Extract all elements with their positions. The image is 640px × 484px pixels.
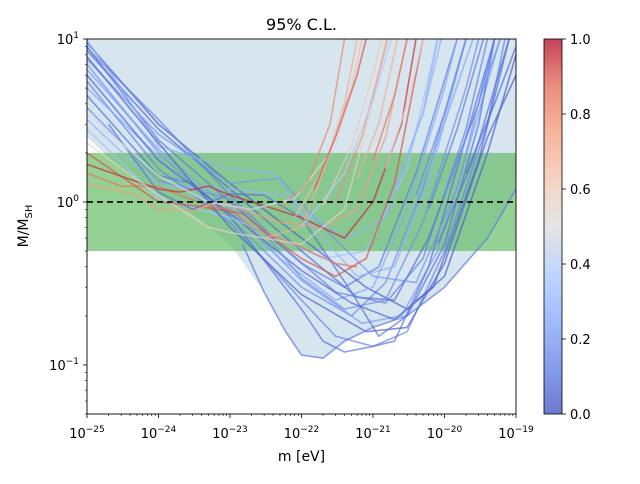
chart-title: 95% C.L. [266,15,337,34]
x-tick-label-exp: −21 [372,425,391,435]
x-axis-label: m [eV] [278,449,325,465]
data-curve [372,39,408,161]
y-tick-label-exp: 0 [73,194,79,204]
data-curve [393,39,439,190]
data-curve [322,39,382,206]
x-tick-label-base: 10 [212,427,229,442]
x-tick-label-base: 10 [141,427,158,442]
y-axis-label-main: M/M [16,219,32,248]
colorbar-tick-label: 1.0 [570,33,591,48]
colorbar-frame [543,38,563,415]
data-curve [300,39,393,228]
data-curve [279,39,346,210]
x-tick-label-exp: −22 [300,425,319,435]
x-tick-label: 10−23 [212,425,248,442]
x-tick-label: 10−24 [141,425,177,442]
x-tick-label-base: 10 [427,427,444,442]
data-curve [87,39,442,239]
y-axis-label: M/MSH [16,205,35,248]
data-curve [443,39,501,196]
colorbar: 0.0 0.2 0.4 0.6 0.8 1.0 [543,33,591,423]
colorbar-ticks: 0.0 0.2 0.4 0.6 0.8 1.0 [562,33,591,423]
y-tick-label: 100 [57,194,80,211]
colorbar-tick-label: 0.0 [570,408,591,423]
data-curve [427,39,485,210]
colorbar-tick-label: 0.8 [570,108,591,123]
data-curve [415,39,467,196]
x-tick-label: 10−19 [498,425,534,442]
y-tick-label-exp: −1 [66,357,79,367]
y-tick-label-base: 10 [57,196,74,211]
y-axis-label-sub: SH [24,205,35,219]
data-curve [313,39,367,190]
x-tick-label-exp: −23 [229,425,248,435]
y-tick-label-base: 10 [57,33,74,48]
colorbar-tick-label: 0.4 [570,258,591,273]
x-tick-label-base: 10 [355,427,372,442]
data-curve [263,39,358,239]
data-curve [87,172,358,268]
data-curve [107,39,496,337]
data-curve [436,39,510,245]
x-tick-label-base: 10 [69,427,86,442]
colorbar-gradient [544,39,562,414]
data-curve [384,39,424,169]
curves [87,39,516,359]
data-curve [293,39,363,219]
y-tick-label: 10−1 [49,357,79,374]
x-tick-label-exp: −25 [86,425,105,435]
data-curve [87,56,516,333]
data-curve [87,39,367,211]
x-tick-label-exp: −19 [515,425,534,435]
x-tick-label-base: 10 [498,427,515,442]
data-curve [241,188,516,359]
x-tick-label-base: 10 [284,427,301,442]
x-tick-label: 10−20 [427,425,463,442]
x-tick-label-exp: −20 [443,425,462,435]
data-curve [87,39,424,278]
y-tick-label: 101 [57,31,79,48]
data-curve [356,39,399,179]
data-curve [87,39,467,317]
x-tick-label: 10−22 [284,425,320,442]
x-axis: 10−25 10−24 10−23 10−22 10−21 10−20 10−19 [69,414,534,442]
x-tick-label: 10−21 [355,425,391,442]
colorbar-tick-label: 0.2 [570,333,591,348]
data-curve [406,39,474,228]
data-curve [87,39,510,321]
data-curve [87,39,458,301]
y-tick-label-base: 10 [49,359,66,374]
x-tick-label: 10−25 [69,425,105,442]
plot-area [87,39,516,414]
y-tick-label-exp: 1 [73,31,79,41]
data-curve [334,39,389,203]
colorbar-tick-label: 0.6 [570,183,591,198]
x-tick-label-exp: −24 [157,425,176,435]
